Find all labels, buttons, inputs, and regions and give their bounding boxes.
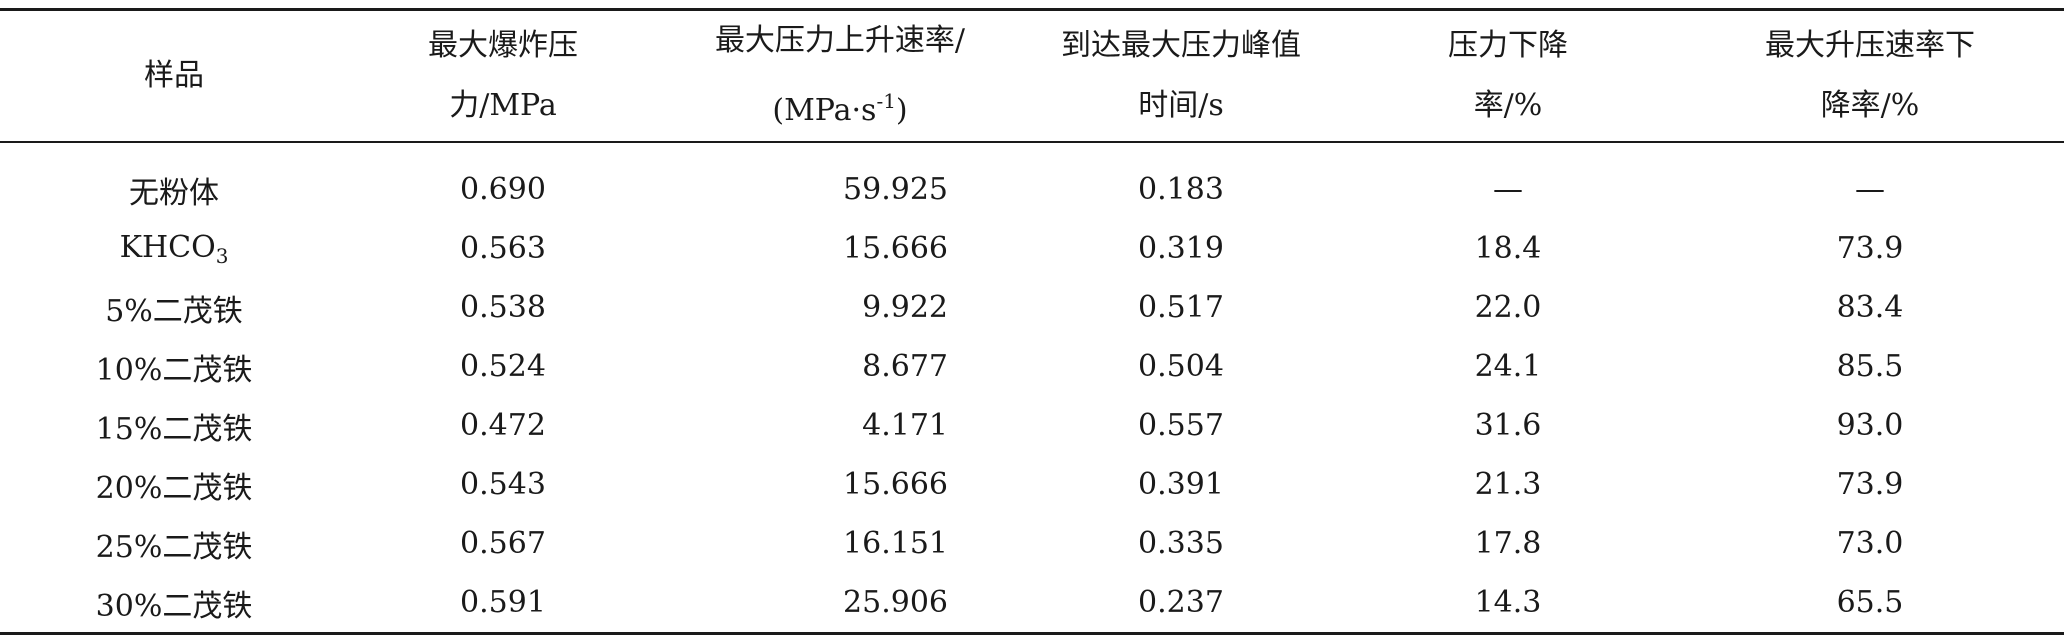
cell-max-rise-rate: 4.171 (658, 396, 1022, 455)
cell-pressure-drop: 24.1 (1474, 349, 1542, 384)
explosion-data-table: 样品 最大爆炸压 力/MPa 最大压力上升速率/ (MPa·s-1) 到达最大压… (0, 8, 2064, 635)
cell-max-pressure: 0.524 (460, 349, 546, 384)
cell-peak-time: 0.183 (1138, 172, 1224, 207)
header-max-pressure: 最大爆炸压 力/MPa (348, 8, 658, 143)
cell-max-rise-rate-value: 9.922 (862, 290, 948, 325)
header-sample-line-1: 样品 (144, 58, 204, 93)
cell-pressure-drop: 14.3 (1340, 573, 1676, 635)
cell-rate-drop: — (1855, 172, 1885, 207)
table-row: 20%二茂铁 0.543 15.666 0.391 21.3 73.9 (0, 455, 2064, 514)
header-pressure-drop-line-2: 率/% (1473, 88, 1543, 123)
header-peak-time-line-2: 时间/s (1138, 88, 1224, 123)
cell-max-pressure: 0.538 (460, 290, 546, 325)
cell-max-rise-rate: 9.922 (658, 278, 1022, 337)
header-max-pressure-line-2: 力/MPa (449, 88, 557, 123)
cell-max-rise-rate-value: 59.925 (843, 172, 948, 207)
table-row: 25%二茂铁 0.567 16.151 0.335 17.8 73.0 (0, 514, 2064, 573)
cell-peak-time: 0.319 (1138, 231, 1224, 266)
cell-rate-drop: 85.5 (1836, 349, 1904, 384)
table-row: 5%二茂铁 0.538 9.922 0.517 22.0 83.4 (0, 278, 2064, 337)
header-rate-drop: 最大升压速率下 降率/% (1676, 8, 2064, 143)
cell-sample: 15%二茂铁 (95, 411, 253, 447)
cell-sample: 25%二茂铁 (95, 529, 253, 565)
cell-pressure-drop: — (1493, 172, 1523, 207)
header-peak-time-line-1: 到达最大压力峰值 (1061, 28, 1301, 63)
cell-peak-time: 0.557 (1138, 408, 1224, 443)
cell-max-rise-rate-value: 4.171 (862, 408, 948, 443)
cell-rate-drop: 83.4 (1836, 290, 1904, 325)
header-peak-time: 到达最大压力峰值 时间/s (1022, 8, 1340, 143)
header-max-rise-rate: 最大压力上升速率/ (MPa·s-1) (658, 8, 1022, 143)
cell-sample: 5%二茂铁 (105, 293, 243, 329)
header-sample: 样品 (0, 8, 348, 143)
header-max-rise-rate-exponent: -1 (876, 89, 896, 113)
cell-sample: 30%二茂铁 (0, 573, 348, 635)
table-row: 无粉体 0.690 59.925 0.183 — — (0, 160, 2064, 219)
cell-max-pressure: 0.567 (460, 526, 546, 561)
cell-sample: 10%二茂铁 (95, 352, 253, 388)
cell-sample-formula: KHCO (119, 229, 216, 265)
cell-max-rise-rate: 25.906 (658, 573, 1022, 635)
cell-max-pressure: 0.563 (460, 231, 546, 266)
header-max-rise-rate-unit: (MPa·s (772, 93, 877, 128)
cell-peak-time: 0.504 (1138, 349, 1224, 384)
cell-max-pressure: 0.690 (460, 172, 546, 207)
header-max-rise-rate-line-1: 最大压力上升速率/ (714, 23, 966, 58)
header-rate-drop-line-2: 降率/% (1820, 88, 1920, 123)
cell-max-rise-rate-value: 25.906 (843, 585, 948, 620)
cell-max-pressure: 0.472 (460, 408, 546, 443)
table-row: KHCO3 0.563 15.666 0.319 18.4 73.9 (0, 219, 2064, 278)
cell-sample-subscript: 3 (215, 243, 229, 268)
cell-sample: 无粉体 (129, 175, 219, 211)
cell-max-rise-rate: 15.666 (658, 219, 1022, 278)
cell-pressure-drop: 21.3 (1474, 467, 1542, 502)
header-max-rise-rate-line-2: (MPa·s-1) (658, 71, 1022, 141)
cell-rate-drop: 73.0 (1836, 526, 1904, 561)
cell-max-pressure: 0.543 (460, 467, 546, 502)
table-header-row: 样品 最大爆炸压 力/MPa 最大压力上升速率/ (MPa·s-1) 到达最大压… (0, 8, 2064, 143)
cell-rate-drop: 73.9 (1836, 231, 1904, 266)
cell-rate-drop: 65.5 (1676, 573, 2064, 635)
table-row: 10%二茂铁 0.524 8.677 0.504 24.1 85.5 (0, 337, 2064, 396)
cell-pressure-drop: 18.4 (1474, 231, 1542, 266)
cell-pressure-drop: 31.6 (1474, 408, 1542, 443)
cell-max-rise-rate-value: 16.151 (843, 526, 948, 561)
cell-sample: 20%二茂铁 (95, 470, 253, 506)
cell-max-rise-rate: 59.925 (658, 160, 1022, 219)
cell-sample: KHCO3 (0, 219, 348, 278)
header-max-pressure-line-1: 最大爆炸压 (428, 28, 578, 63)
cell-peak-time: 0.237 (1022, 573, 1340, 635)
cell-max-rise-rate-value: 8.677 (862, 349, 948, 384)
header-pressure-drop: 压力下降 率/% (1340, 8, 1676, 143)
cell-peak-time: 0.391 (1138, 467, 1224, 502)
cell-peak-time: 0.335 (1138, 526, 1224, 561)
cell-rate-drop: 73.9 (1836, 467, 1904, 502)
cell-max-rise-rate: 15.666 (658, 455, 1022, 514)
table-row: 15%二茂铁 0.472 4.171 0.557 31.6 93.0 (0, 396, 2064, 455)
cell-max-rise-rate-value: 15.666 (843, 467, 948, 502)
cell-pressure-drop: 22.0 (1474, 290, 1542, 325)
cell-max-rise-rate: 16.151 (658, 514, 1022, 573)
table-row: 30%二茂铁 0.591 25.906 0.237 14.3 65.5 (0, 573, 2064, 635)
header-rate-drop-line-1: 最大升压速率下 (1765, 28, 1975, 63)
header-max-rise-rate-close: ) (895, 93, 908, 128)
cell-pressure-drop: 17.8 (1474, 526, 1542, 561)
cell-max-rise-rate: 8.677 (658, 337, 1022, 396)
header-pressure-drop-line-1: 压力下降 (1448, 28, 1568, 63)
cell-max-pressure: 0.591 (348, 573, 658, 635)
cell-max-rise-rate-value: 15.666 (843, 231, 948, 266)
cell-rate-drop: 93.0 (1836, 408, 1904, 443)
cell-peak-time: 0.517 (1138, 290, 1224, 325)
